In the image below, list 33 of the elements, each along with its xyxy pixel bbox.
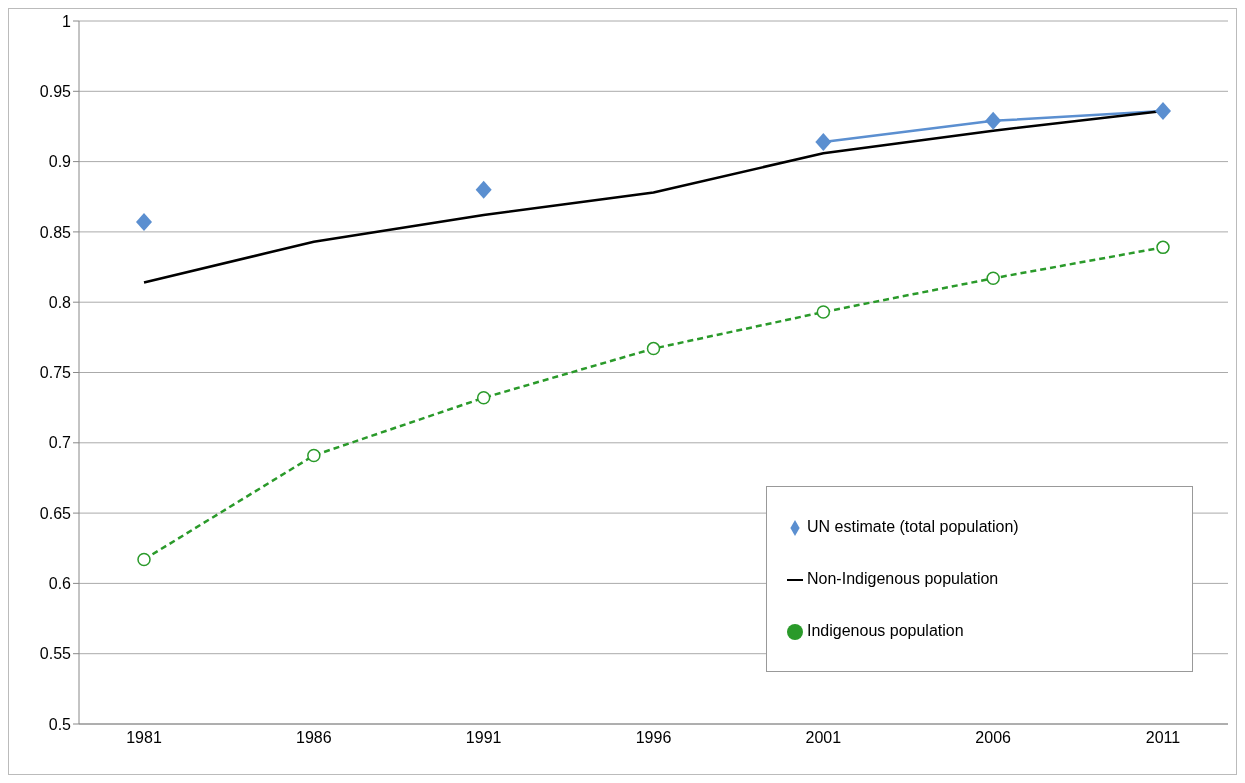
point bbox=[816, 305, 831, 319]
point bbox=[1156, 240, 1170, 255]
point bbox=[136, 213, 152, 232]
y-tick-label: 0.9 bbox=[48, 153, 72, 171]
x-tick-label: 1991 bbox=[465, 729, 502, 747]
point bbox=[137, 552, 151, 567]
legend-label: Non-Indigenous population bbox=[807, 570, 999, 587]
x-tick-label: 2006 bbox=[975, 729, 1012, 747]
legend-label: Indigenous population bbox=[807, 622, 964, 639]
x-tick-label: 2001 bbox=[805, 729, 842, 747]
point bbox=[986, 271, 1000, 286]
y-tick-label: 0.85 bbox=[39, 223, 72, 241]
point bbox=[646, 341, 661, 356]
x-tick-label: 1996 bbox=[635, 729, 672, 747]
x-tick-label: 1986 bbox=[296, 729, 332, 747]
point bbox=[476, 391, 491, 405]
y-tick-label: 0.7 bbox=[48, 434, 72, 452]
point bbox=[307, 448, 321, 463]
legend-label: UN estimate (total population) bbox=[807, 518, 1019, 535]
point bbox=[815, 132, 832, 151]
y-tick-label: 1 bbox=[62, 12, 72, 30]
x-tick-label: 2011 bbox=[1145, 729, 1181, 747]
point bbox=[475, 180, 492, 199]
y-tick-label: 0.75 bbox=[39, 364, 72, 382]
x-tick-label: 1981 bbox=[126, 729, 162, 747]
y-tick-label: 0.6 bbox=[48, 575, 72, 593]
point bbox=[985, 111, 1002, 130]
y-tick-label: 0.65 bbox=[39, 504, 72, 522]
y-tick-label: 0.5 bbox=[48, 715, 72, 733]
y-tick-label: 0.55 bbox=[39, 645, 72, 663]
y-tick-label: 0.95 bbox=[39, 82, 72, 100]
y-tick-label: 0.8 bbox=[48, 293, 72, 311]
point bbox=[1155, 101, 1171, 120]
